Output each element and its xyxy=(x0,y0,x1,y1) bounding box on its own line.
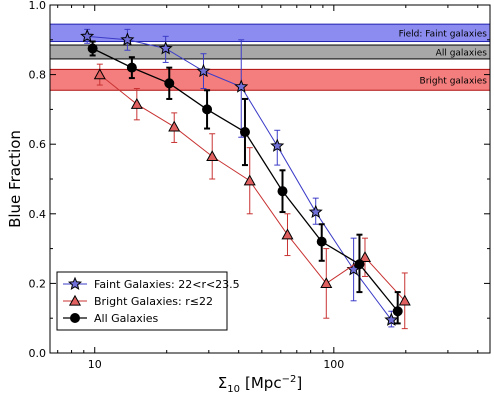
data-point xyxy=(354,259,365,270)
data-point xyxy=(87,43,98,54)
data-point xyxy=(158,41,173,55)
series-all-galaxies xyxy=(87,40,403,325)
band-label-bright-galaxies: Bright galaxies xyxy=(420,76,488,86)
x-axis-title-symbol: Σ xyxy=(218,374,227,392)
y-tick-label: 0.6 xyxy=(29,138,47,151)
reference-bands: Field: Faint galaxies All galaxies Bright … xyxy=(49,23,491,91)
x-tick-label: 100 xyxy=(323,358,344,371)
y-tick-label: 0.4 xyxy=(29,208,47,221)
data-point xyxy=(206,150,219,162)
data-point xyxy=(320,277,333,289)
band-all-galaxies xyxy=(49,44,491,60)
data-point xyxy=(277,186,288,197)
legend-item-faint-galaxies-22-r-23-5: Faint Galaxies: 22<r<23.5 xyxy=(63,276,240,291)
series-faint-galaxies-22-r-23-5 xyxy=(80,28,399,328)
data-point xyxy=(130,97,143,109)
x-axis-title: Σ10 [Mpc−2] xyxy=(218,374,302,394)
data-point xyxy=(164,78,175,89)
data-point xyxy=(234,79,249,93)
data-point xyxy=(120,32,135,46)
data-point xyxy=(243,174,256,186)
legend-item-bright-galaxies-r-22: Bright Galaxies: r≤22 xyxy=(63,294,213,308)
x-axis-title-subscript: 10 xyxy=(227,384,240,394)
data-point xyxy=(281,228,294,240)
data-point xyxy=(239,127,250,138)
y-tick-label: 0.0 xyxy=(29,347,47,360)
legend-marker xyxy=(68,294,82,306)
series-bright-galaxies-r-22 xyxy=(93,63,411,330)
data-point xyxy=(308,204,323,219)
data-point xyxy=(316,236,327,247)
band-label-all-galaxies: All galaxies xyxy=(436,48,488,58)
data-point xyxy=(358,251,372,262)
data-point xyxy=(196,63,211,78)
legend-marker xyxy=(70,313,80,323)
data-point xyxy=(270,138,285,152)
y-axis-title: Blue Fraction xyxy=(6,130,24,228)
x-axis-title-exponent: −2 xyxy=(282,374,297,385)
data-point xyxy=(80,28,95,43)
data-point xyxy=(392,306,403,317)
y-tick-label: 1.0 xyxy=(29,0,47,12)
data-point xyxy=(168,120,181,132)
legend-item-all-galaxies: All Galaxies xyxy=(63,312,159,325)
y-tick-label: 0.8 xyxy=(29,69,47,82)
data-series xyxy=(80,28,411,330)
data-point xyxy=(384,312,399,326)
legend-marker xyxy=(67,276,83,290)
data-point xyxy=(398,294,411,306)
x-axis-title-close: ] xyxy=(296,374,302,392)
axis-ticks: 0.0 0.2 0.4 0.6 0.8 1.0 10 100 xyxy=(29,0,490,371)
x-tick-label: 10 xyxy=(88,358,102,371)
legend-label: Bright Galaxies: r≤22 xyxy=(94,295,213,308)
legend: Faint Galaxies: 22<r<23.5 Bright Galaxies… xyxy=(56,271,240,331)
legend-label: All Galaxies xyxy=(94,312,159,325)
band-label-field-faint-galaxies: Field: Faint galaxies xyxy=(399,29,488,39)
x-axis-title-unit: [Mpc xyxy=(245,374,282,392)
data-point xyxy=(202,104,213,115)
legend-label: Faint Galaxies: 22<r<23.5 xyxy=(94,278,240,291)
y-tick-label: 0.2 xyxy=(29,277,47,290)
data-point xyxy=(93,68,106,80)
data-point xyxy=(126,62,137,73)
